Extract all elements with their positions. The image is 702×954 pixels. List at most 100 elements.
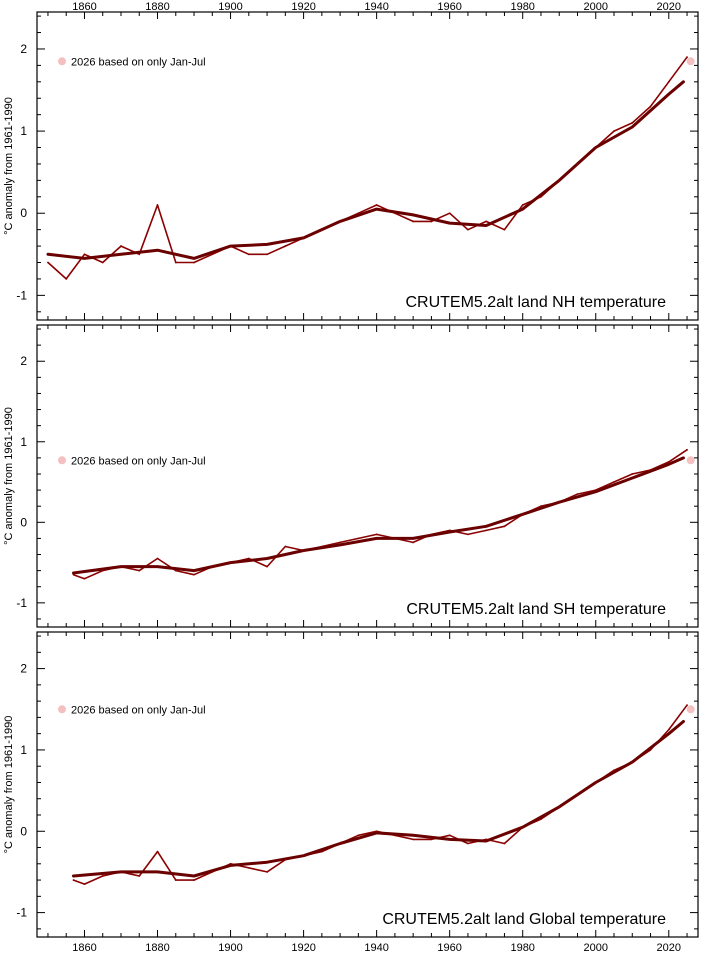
data-point (576, 163, 579, 165)
partial-year-point (686, 456, 695, 465)
data-point (120, 871, 122, 873)
data-point (430, 838, 433, 841)
panel-title: CRUTEM5.2alt land SH temperature (406, 601, 666, 618)
y-axis-label: °C anomaly from 1961-1990 (3, 407, 15, 545)
data-point (393, 212, 396, 215)
data-point (430, 220, 433, 223)
data-point (101, 261, 104, 264)
data-point (448, 834, 451, 837)
data-point (686, 704, 688, 707)
data-point (266, 871, 268, 873)
data-point (503, 228, 506, 231)
data-point (284, 545, 287, 548)
data-point (357, 537, 360, 540)
data-point (83, 577, 86, 580)
data-point (120, 565, 122, 568)
data-point (211, 871, 214, 873)
data-point (686, 448, 688, 451)
x-tick-label-top: 1940 (364, 1, 388, 13)
series-smoothed-line (46, 80, 685, 260)
data-point (540, 195, 542, 198)
data-point (503, 525, 506, 528)
data-point (101, 875, 104, 877)
legend-partial-marker (58, 57, 66, 66)
data-point (138, 875, 141, 877)
series-smoothed-line (72, 720, 685, 878)
data-point (485, 838, 488, 841)
panel-title: CRUTEM5.2alt land Global temperature (382, 911, 666, 928)
y-tick-label: 1 (20, 743, 27, 757)
data-point (594, 781, 597, 784)
y-tick-label: -1 (16, 288, 27, 302)
data-point (594, 146, 597, 149)
data-point (247, 866, 250, 869)
data-point (613, 130, 615, 132)
data-point (631, 121, 634, 124)
data-point (72, 573, 75, 576)
data-point (302, 236, 305, 239)
series-annual-line (73, 704, 688, 885)
y-tick-label: 1 (20, 124, 27, 138)
data-point (667, 461, 670, 463)
data-point (284, 245, 287, 247)
y-axis-label: °C anomaly from 1961-1990 (3, 716, 15, 854)
data-point (393, 537, 396, 540)
x-tick-label-top: 1900 (218, 1, 242, 13)
data-point (193, 573, 195, 576)
data-point (156, 204, 159, 206)
data-point (357, 834, 360, 837)
series-annual-line (47, 56, 688, 280)
data-point (485, 220, 488, 223)
y-tick-label: 2 (20, 662, 27, 676)
y-tick-label: 0 (20, 515, 27, 529)
data-point (72, 879, 75, 881)
data-point (375, 830, 378, 833)
data-point (594, 489, 597, 491)
data-point (521, 513, 524, 516)
legend-partial-marker (58, 456, 66, 465)
partial-year-point (686, 57, 695, 66)
data-point (47, 261, 49, 264)
data-point (686, 56, 688, 59)
data-point (302, 854, 305, 857)
data-point (540, 818, 542, 820)
y-tick-label: -1 (16, 906, 27, 920)
data-point (521, 826, 524, 829)
x-tick-label-top: 1980 (510, 1, 534, 13)
legend-partial-marker (58, 705, 66, 714)
data-point (503, 842, 506, 845)
data-point (667, 80, 670, 83)
data-point (467, 228, 469, 231)
data-point (138, 253, 141, 256)
data-point (521, 204, 524, 206)
data-point (649, 749, 652, 751)
data-point (576, 793, 579, 796)
y-tick-label: -1 (16, 596, 27, 610)
x-tick-label-top: 1860 (72, 1, 96, 13)
data-point (284, 858, 287, 861)
y-tick-label: 1 (20, 435, 27, 449)
data-point (193, 261, 195, 264)
data-point (211, 253, 214, 256)
data-point (320, 545, 323, 548)
data-point (266, 565, 268, 568)
data-point (174, 569, 177, 572)
x-tick-label-bottom: 2000 (584, 942, 608, 954)
data-point (120, 245, 122, 247)
y-tick-label: 0 (20, 824, 27, 838)
data-point (229, 862, 232, 865)
data-point (339, 541, 342, 544)
data-point (649, 469, 652, 471)
data-point (448, 212, 451, 215)
x-tick-label-top: 1960 (437, 1, 461, 13)
data-point (339, 220, 342, 223)
data-point (302, 549, 305, 552)
data-point (193, 879, 195, 881)
data-point (229, 561, 232, 564)
data-point (485, 529, 488, 532)
x-tick-label-bottom: 1980 (510, 942, 534, 954)
data-point (393, 834, 396, 837)
data-point (65, 278, 68, 280)
data-point (540, 505, 542, 508)
